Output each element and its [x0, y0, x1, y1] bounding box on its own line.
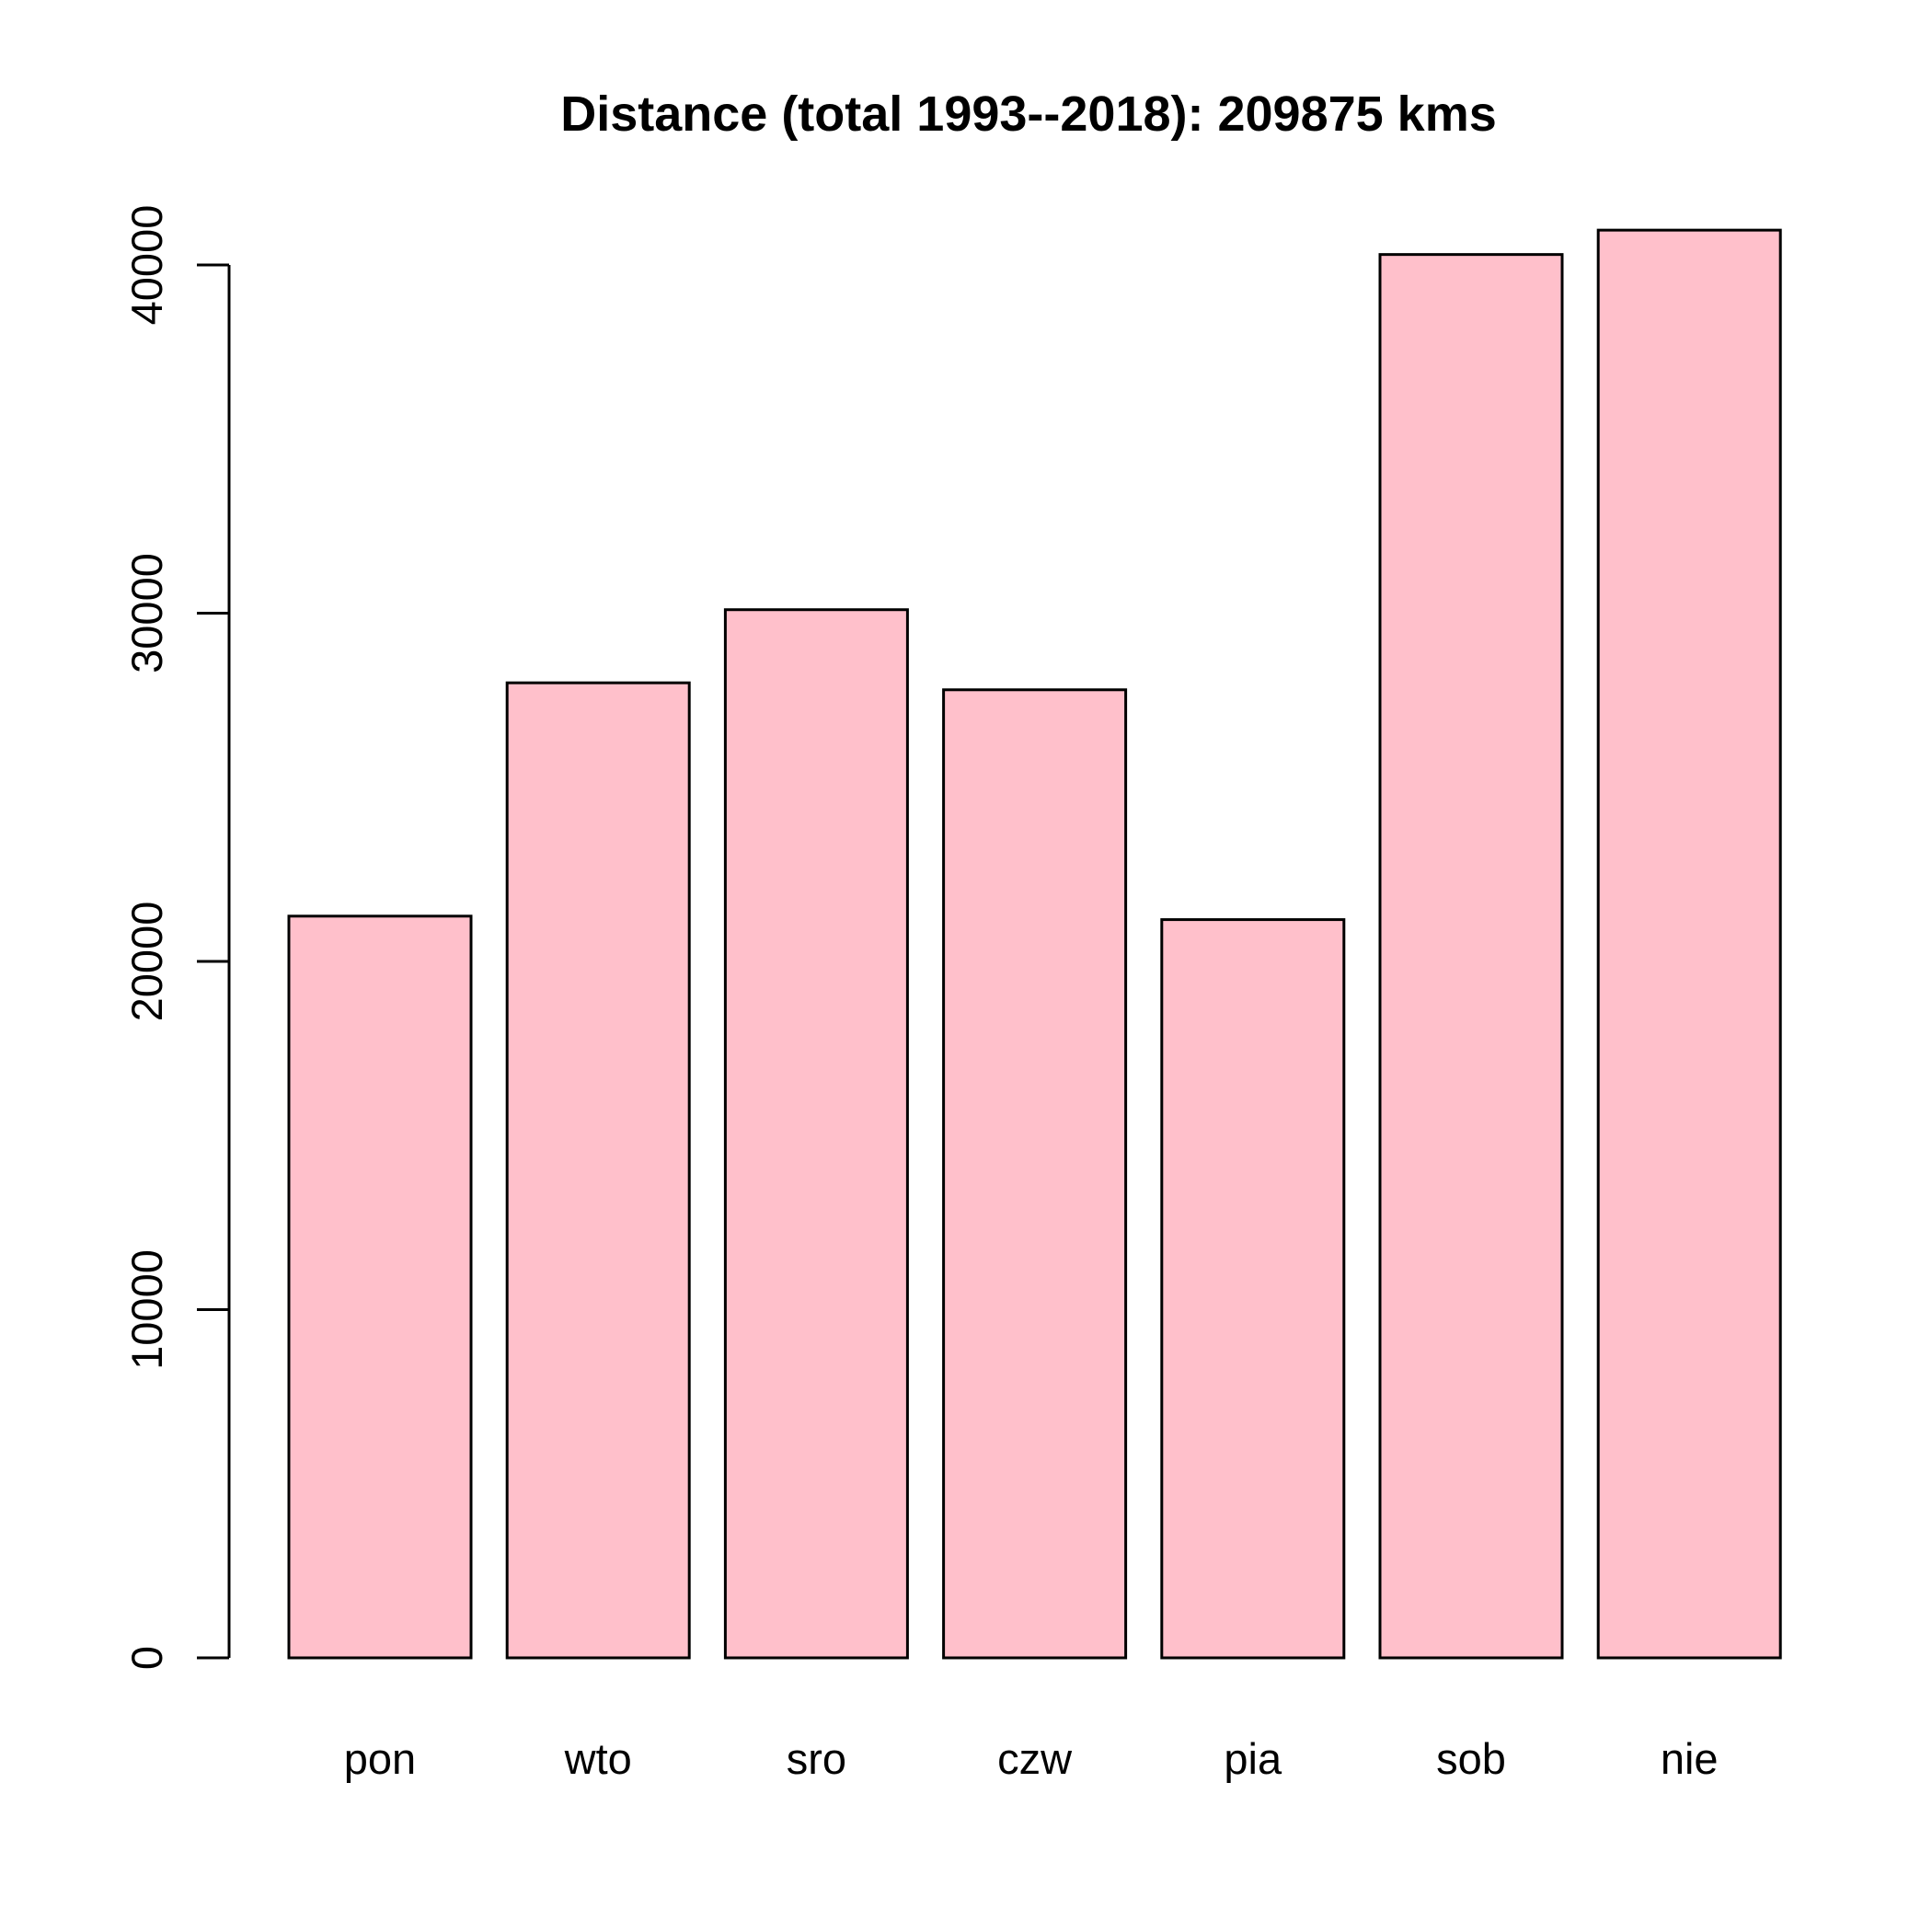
y-tick-label: 40000	[122, 205, 171, 326]
x-category-label: nie	[1661, 1734, 1719, 1783]
y-tick-label: 30000	[122, 553, 171, 673]
x-category-label: sro	[787, 1734, 846, 1783]
y-tick-label: 0	[122, 1646, 171, 1670]
x-category-label: pia	[1224, 1734, 1282, 1783]
x-category-label: wto	[564, 1734, 632, 1783]
x-category-label: czw	[997, 1734, 1073, 1783]
chart-title: Distance (total 1993--2018): 209875 kms	[560, 86, 1497, 142]
y-tick-label: 20000	[122, 902, 171, 1022]
x-category-label: sob	[1436, 1734, 1506, 1783]
bar-sro	[723, 608, 909, 1660]
bar-pon	[287, 914, 473, 1660]
y-tick-label: 10000	[122, 1249, 171, 1370]
bar-czw	[942, 688, 1128, 1660]
bar-pia	[1160, 918, 1346, 1660]
bar-nie	[1596, 228, 1782, 1660]
bar-wto	[505, 681, 691, 1660]
bars	[287, 228, 1782, 1660]
y-axis: 0 10000 20000 30000 40000	[122, 205, 231, 1670]
x-category-label: pon	[344, 1734, 416, 1783]
bar-sob	[1378, 253, 1564, 1660]
x-axis-labels: pon wto sro czw pia sob nie	[344, 1734, 1719, 1783]
